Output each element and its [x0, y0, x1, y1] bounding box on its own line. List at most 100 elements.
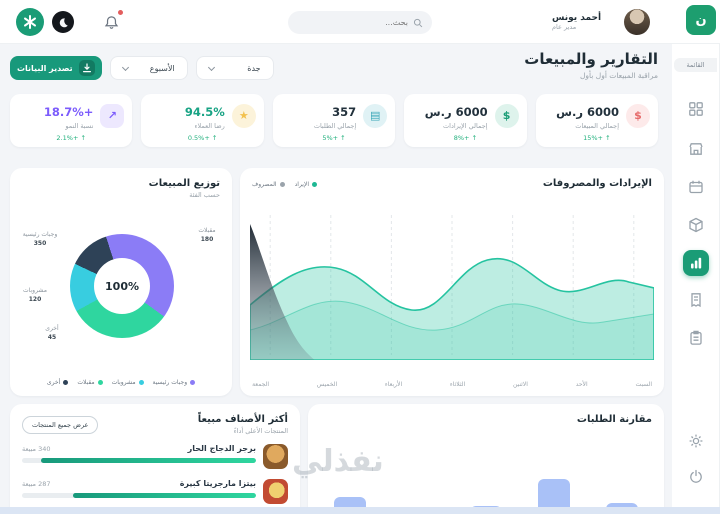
kpi-value: 357 — [332, 105, 357, 119]
kpi-label: إجمالي المبيعات — [575, 122, 619, 130]
download-icon — [78, 60, 95, 76]
view-all-products-button[interactable]: عرض جميع المنتجات — [22, 416, 99, 434]
slice-label: أخرى 45 — [45, 325, 59, 341]
progress-fill — [40, 458, 256, 463]
kpi-value: 6000 ر.س — [556, 105, 619, 119]
search-icon — [413, 18, 423, 27]
sidebar-item-invoices[interactable] — [687, 291, 705, 309]
kpi-change: ↑ +0.5% — [187, 134, 218, 142]
user-avatar — [624, 9, 650, 35]
revenue-area-chart — [250, 210, 654, 360]
kpi-value: +18.7% — [43, 105, 94, 119]
kpi-value: 94.5% — [184, 105, 225, 119]
gear-icon — [689, 434, 703, 448]
user-menu[interactable]: أحمد يونس مدير عام — [552, 5, 650, 39]
slice-label: مقبلات 180 — [198, 227, 216, 243]
star-icon: ★ — [231, 103, 256, 128]
sidebar: القائمة — [672, 44, 720, 514]
distribution-title: توزيع المبيعات — [148, 178, 220, 189]
x-axis-labels: السبت الأحد الاثنين الثلاثاء الأربعاء الخميس ا… — [252, 381, 652, 388]
nafezly-brand-logo: ن — [686, 5, 716, 35]
user-name: أحمد يونس — [552, 13, 602, 23]
sidebar-item-reports-active[interactable] — [683, 250, 709, 276]
card-header: الإيرادات والمصروفات — [543, 178, 652, 189]
grid-icon — [689, 102, 703, 116]
clipboard-icon — [690, 330, 702, 345]
coin-icon: $ — [626, 103, 650, 128]
search-input[interactable] — [297, 18, 408, 27]
card-header: مقارنة الطلبات — [577, 414, 652, 425]
sidebar-item-products[interactable] — [687, 216, 705, 234]
sidebar-item-orders-list[interactable] — [687, 329, 705, 347]
card-header: توزيع المبيعات حسب الفئة — [149, 178, 220, 199]
card-header: أكثر الأصناف مبيعاً المنتجات الأعلى أداء… — [198, 414, 288, 435]
product-sales: 287 مبيعة — [22, 479, 51, 488]
topbar: أحمد يونس مدير عام ن — [0, 0, 720, 44]
stats-icon — [691, 257, 702, 269]
progress-track — [22, 458, 256, 463]
sidebar-item-settings[interactable] — [687, 432, 705, 450]
page-title: التقارير والمبيعات — [524, 50, 658, 68]
kpi-label: إجمالي الإيرادات — [443, 122, 488, 130]
dollar-icon: $ — [494, 103, 519, 128]
pizza-product-image — [263, 479, 288, 504]
revenue-expenses-card: الإيرادات والمصروفات الإيراد المصروف — [240, 168, 664, 396]
asterisk-icon — [24, 15, 36, 29]
distribution-subtitle: حسب الفئة — [189, 191, 220, 199]
header-controls: جدة الأسبوع تصدير البيانات — [10, 56, 274, 80]
legend-item: أخرى — [47, 379, 69, 386]
trend-up-icon: ↗ — [100, 103, 125, 128]
city-filter-dropdown[interactable]: جدة — [195, 56, 274, 80]
slice-label: مشروبات 120 — [23, 287, 47, 303]
cube-icon — [689, 217, 703, 233]
sidebar-item-calendar[interactable] — [687, 178, 705, 196]
product-list: برجر الدجاج الحار 340 مبيعة بيتزا مارجري… — [22, 444, 288, 504]
top-products-subtitle: المنتجات الأعلى أداءً — [233, 427, 288, 435]
legend-item: مقبلات — [77, 379, 103, 386]
kpi-change: ↑ +5% — [322, 134, 346, 142]
chevron-down-icon — [121, 63, 129, 71]
kpi-card-total-orders: ▤ 357 إجمالي الطلبات ↑ +5% — [272, 94, 396, 147]
kpi-card-total-sales: $ 6000 ر.س إجمالي المبيعات ↑ +15% — [535, 94, 658, 147]
bottom-strip — [0, 507, 720, 514]
list-item: بيتزا مارجريتا كبيرة 287 مبيعة — [22, 479, 288, 504]
top-products-card: أكثر الأصناف مبيعاً المنتجات الأعلى أداء… — [10, 404, 300, 514]
donut-legend: وجبات رئيسية مشروبات مقبلات أخرى — [18, 379, 224, 386]
revenue-title: الإيرادات والمصروفات — [542, 178, 652, 189]
sidebar-item-logout[interactable] — [687, 468, 705, 486]
export-data-button[interactable]: تصدير البيانات — [10, 56, 102, 80]
kpi-card-customer-satisfaction: ★ 94.5% رضا العملاء ↑ +0.5% — [141, 94, 264, 147]
app-logo[interactable] — [16, 8, 44, 36]
kpi-change: ↑ +2.1% — [56, 134, 86, 142]
city-filter-value: جدة — [247, 63, 261, 73]
notification-badge — [117, 9, 124, 16]
product-sales: 340 مبيعة — [22, 444, 51, 453]
sidebar-item-dashboard[interactable] — [687, 100, 705, 118]
notifications-button[interactable] — [100, 9, 124, 33]
sales-distribution-card: توزيع المبيعات حسب الفئة 100% وجبات رئيس… — [10, 168, 232, 396]
slice-label: وجبات رئيسية 350 — [22, 231, 58, 247]
period-filter-value: الأسبوع — [149, 63, 175, 73]
kpi-change: ↑ +15% — [583, 134, 611, 142]
page-subtitle: مراقبة المبيعات أول بأول — [579, 71, 658, 80]
bell-icon — [104, 15, 118, 29]
top-products-title: أكثر الأصناف مبيعاً — [197, 414, 288, 425]
kpi-card-growth-rate: ↗ +18.7% نسبة النمو ↑ +2.1% — [9, 94, 133, 147]
moon-icon — [59, 17, 68, 27]
period-filter-dropdown[interactable]: الأسبوع — [109, 56, 188, 80]
legend-item: وجبات رئيسية — [153, 379, 196, 386]
power-icon — [690, 469, 702, 483]
page-header: التقارير والمبيعات مراقبة المبيعات أول ب… — [524, 50, 658, 80]
brand-mark: ن — [695, 12, 707, 28]
sidebar-menu-tab[interactable]: القائمة — [674, 58, 717, 72]
progress-fill — [73, 493, 256, 498]
user-texts: أحمد يونس مدير عام — [552, 13, 618, 31]
export-label: تصدير البيانات — [17, 63, 73, 73]
menu-label: القائمة — [686, 61, 705, 69]
sales-distribution-donut: 100% — [70, 234, 174, 338]
legend-item-expenses: المصروف — [252, 181, 285, 188]
dark-mode-toggle[interactable] — [52, 11, 74, 33]
sidebar-item-store[interactable] — [687, 140, 705, 158]
donut-center-label: 100% — [94, 258, 150, 314]
kpi-change: ↑ +8% — [453, 134, 478, 142]
